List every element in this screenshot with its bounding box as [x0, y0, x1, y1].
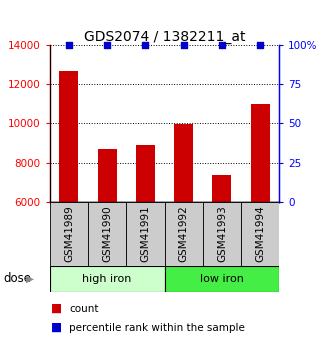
Text: ■: ■ [51, 302, 63, 315]
Text: low iron: low iron [200, 274, 244, 284]
Bar [164, 202, 203, 266]
Text: GSM41990: GSM41990 [102, 205, 112, 262]
Point [257, 42, 263, 48]
Point [66, 42, 72, 48]
Text: ▶: ▶ [26, 274, 34, 284]
Text: GSM41994: GSM41994 [255, 205, 265, 262]
Bar [88, 202, 126, 266]
Bar [203, 202, 241, 266]
Text: count: count [69, 304, 99, 314]
Text: GSM41993: GSM41993 [217, 205, 227, 262]
Point [143, 42, 148, 48]
Bar [164, 266, 279, 292]
Bar [174, 124, 193, 202]
Bar [50, 266, 164, 292]
Text: GSM41989: GSM41989 [64, 205, 74, 262]
Bar [251, 104, 270, 202]
Bar [136, 145, 155, 202]
Point [219, 42, 224, 48]
Point [181, 42, 186, 48]
Bar [126, 202, 164, 266]
Text: dose: dose [3, 272, 31, 285]
Bar [241, 202, 279, 266]
Bar [50, 202, 88, 266]
Point [105, 42, 110, 48]
Text: GSM41991: GSM41991 [140, 205, 150, 262]
Title: GDS2074 / 1382211_at: GDS2074 / 1382211_at [84, 30, 245, 44]
Text: ■: ■ [51, 321, 63, 334]
Text: percentile rank within the sample: percentile rank within the sample [69, 323, 245, 333]
Text: GSM41992: GSM41992 [179, 205, 189, 262]
Text: high iron: high iron [82, 274, 132, 284]
Bar [98, 149, 117, 202]
Bar [59, 71, 78, 202]
Bar [212, 175, 231, 202]
